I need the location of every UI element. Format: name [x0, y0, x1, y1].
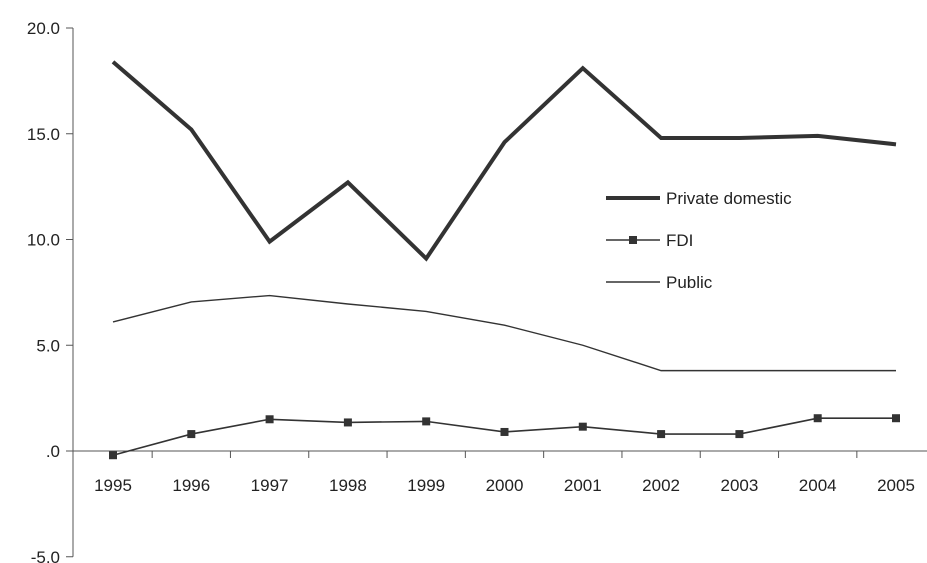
- data-point: [657, 430, 666, 439]
- x-tick-label: 2002: [642, 476, 680, 495]
- y-tick-label: .0: [46, 442, 60, 461]
- y-tick-label: 5.0: [36, 336, 60, 355]
- data-point: [735, 430, 744, 439]
- legend-label: Private domestic: [666, 189, 792, 208]
- x-tick-label: 2000: [486, 476, 524, 495]
- y-tick-label: 10.0: [27, 231, 60, 250]
- data-point: [813, 414, 822, 423]
- data-point: [265, 415, 274, 424]
- data-point: [578, 422, 587, 431]
- x-tick-label: 1999: [407, 476, 445, 495]
- legend-item: Public: [606, 273, 713, 292]
- legend-marker: [629, 236, 637, 244]
- chart-legend: Private domestic FDI Public: [606, 189, 792, 292]
- chart-axes: -5.0 .0 5.0 10.0 15.0 20.0 1995 1996 1997 1998 199…: [27, 19, 927, 563]
- y-tick-label: -5.0: [31, 548, 60, 563]
- data-point: [343, 418, 352, 427]
- x-tick-label: 2003: [720, 476, 758, 495]
- y-tick-label: 20.0: [27, 19, 60, 38]
- series-fdi: [109, 414, 900, 460]
- x-tick-label: 1996: [172, 476, 210, 495]
- data-point: [187, 430, 196, 439]
- legend-item: FDI: [606, 231, 693, 250]
- chart-series: [109, 60, 900, 460]
- x-tick-label: 1995: [94, 476, 132, 495]
- data-point: [422, 417, 431, 426]
- y-tick-label: 15.0: [27, 125, 60, 144]
- series-line: [112, 294, 896, 372]
- legend-item: Private domestic: [606, 189, 792, 208]
- series-private-domestic: [111, 60, 897, 262]
- x-tick-label: 2001: [564, 476, 602, 495]
- legend-label: Public: [666, 273, 713, 292]
- data-point: [892, 414, 900, 423]
- x-tick-label: 1998: [329, 476, 367, 495]
- x-tick-label: 2004: [799, 476, 837, 495]
- legend-label: FDI: [666, 231, 693, 250]
- data-point: [109, 451, 117, 460]
- series-line: [112, 417, 896, 457]
- data-point: [500, 427, 509, 436]
- series-line: [111, 60, 897, 262]
- series-public: [112, 294, 896, 372]
- x-tick-label: 2005: [877, 476, 915, 495]
- x-tick-label: 1997: [251, 476, 289, 495]
